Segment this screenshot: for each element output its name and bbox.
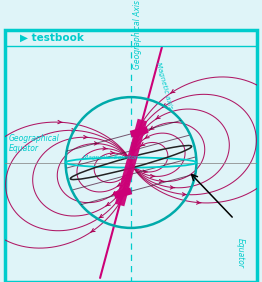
Text: Equator: Equator	[236, 238, 245, 268]
Text: Geographical
Equator: Geographical Equator	[9, 134, 60, 153]
Text: ▶ testbook: ▶ testbook	[20, 33, 84, 43]
Text: Geographical Axis: Geographical Axis	[133, 1, 143, 69]
Text: Magnetic  Equator: Magnetic Equator	[83, 155, 138, 160]
Text: Magnetic axis: Magnetic axis	[155, 61, 173, 110]
